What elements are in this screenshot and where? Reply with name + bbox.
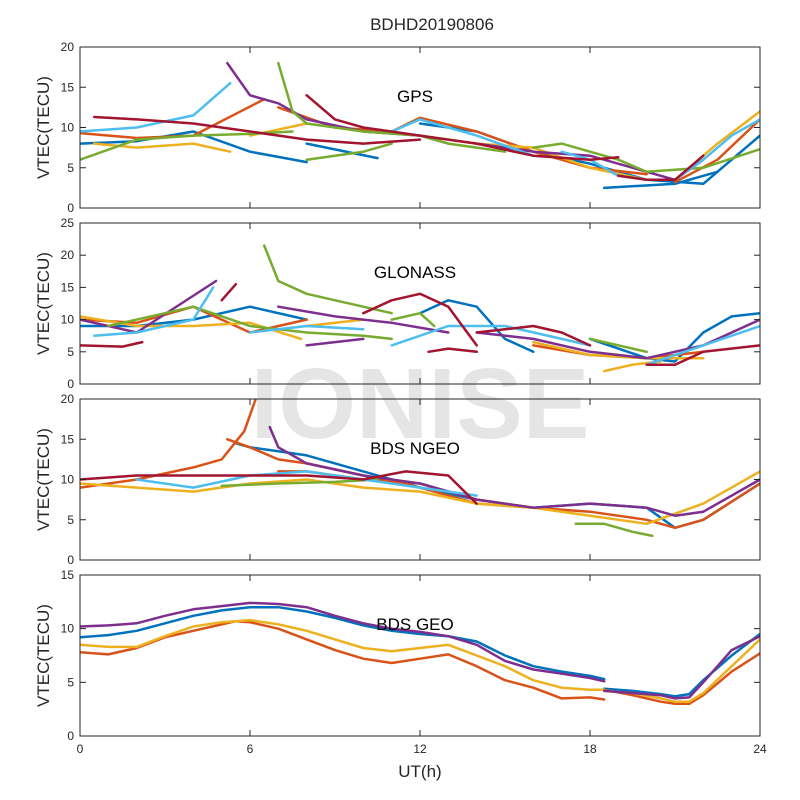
series-line-6 <box>220 478 379 488</box>
series-line-6 <box>80 601 606 683</box>
series-line-3 <box>602 652 760 706</box>
y-axis-label: VTEC(TECU) <box>34 76 53 179</box>
y-tick-label: 0 <box>67 553 74 567</box>
panel-label: BDS NGEO <box>370 439 460 458</box>
y-tick-label: 25 <box>61 216 75 230</box>
x-tick-label: 0 <box>77 742 84 756</box>
y-axis-label: VTEC(TECU) <box>34 428 53 531</box>
series-line-6 <box>673 118 760 184</box>
y-axis-label: VTEC(TECU) <box>34 604 53 707</box>
series-line-24 <box>427 347 478 354</box>
panel-gps: 0 5 10 15 20 VTEC(TECU) GPS <box>34 40 761 215</box>
series-line-9 <box>80 470 478 505</box>
series-line-26 <box>645 344 760 366</box>
series-line-15 <box>390 311 436 328</box>
series-line-1 <box>602 632 760 698</box>
x-tick-label: 18 <box>583 742 597 756</box>
y-tick-label: 20 <box>61 392 75 406</box>
series-line-7 <box>602 634 760 700</box>
series-line-0 <box>80 605 606 681</box>
series-line-1 <box>80 399 257 489</box>
y-tick-label: 5 <box>67 345 74 359</box>
panel-label: BDS GEO <box>376 615 453 634</box>
y-tick-label: 10 <box>61 121 75 135</box>
x-axis-label: UT(h) <box>398 762 441 781</box>
series-line-2 <box>80 619 606 701</box>
y-tick-label: 5 <box>67 513 74 527</box>
series-line-19 <box>390 324 592 347</box>
series-line-21 <box>305 94 620 161</box>
x-tick-label: 24 <box>753 742 767 756</box>
chart-title: BDHD20190806 <box>370 15 494 34</box>
series-line-20 <box>92 115 422 145</box>
plot-area <box>80 575 760 736</box>
series-line-10 <box>277 305 450 334</box>
y-tick-label: 0 <box>67 201 74 215</box>
series-line-6 <box>305 318 365 328</box>
x-tick-label: 6 <box>247 742 254 756</box>
watermark: IONISE <box>251 348 590 460</box>
y-tick-label: 0 <box>67 729 74 743</box>
series-line-2 <box>588 311 760 363</box>
series-line-15 <box>305 142 393 161</box>
series-line-5 <box>268 425 760 517</box>
series-line-0 <box>80 130 308 164</box>
plot-area <box>80 47 760 208</box>
x-tick-label: 12 <box>413 742 427 756</box>
y-tick-label: 15 <box>61 280 75 294</box>
series-line-12 <box>305 337 365 347</box>
plot-area <box>80 399 760 560</box>
panel-label: GLONASS <box>374 263 456 282</box>
series-line-18 <box>248 324 365 334</box>
series-line-18 <box>390 118 535 157</box>
y-tick-label: 20 <box>61 248 75 262</box>
y-tick-label: 5 <box>67 675 74 689</box>
panel-bds-ngeo: 0 5 10 15 20 VTEC(TECU) BDS NGEO <box>34 392 761 567</box>
series-line-7 <box>574 522 654 538</box>
panel-glonass: 0 5 10 15 20 25 VTEC(TECU) GLONASS <box>34 216 761 391</box>
series-line-14 <box>277 61 507 153</box>
panel-bds-geo: 0 5 10 15 0 6 12 18 24 VTEC(TECU) BDS GEO UT(h) <box>34 568 767 781</box>
series-line-21 <box>80 340 144 348</box>
series-line-17 <box>92 286 215 337</box>
series-line-16 <box>532 142 760 174</box>
y-tick-label: 15 <box>61 432 75 446</box>
series-line-4 <box>80 470 760 526</box>
series-line-22 <box>617 154 705 182</box>
y-axis-label: VTEC(TECU) <box>34 252 53 355</box>
series-line-13 <box>107 305 393 341</box>
series-line-25 <box>475 324 592 347</box>
y-tick-label: 20 <box>61 40 75 54</box>
series-line-1 <box>418 299 535 354</box>
y-tick-label: 0 <box>67 377 74 391</box>
y-tick-label: 5 <box>67 161 74 175</box>
series-line-14 <box>262 244 393 315</box>
series-line-1 <box>305 142 379 160</box>
series-line-3 <box>602 170 719 190</box>
y-tick-label: 15 <box>61 80 75 94</box>
series-line-7 <box>532 340 705 360</box>
series-line-8 <box>135 470 478 497</box>
series-line-22 <box>220 282 238 302</box>
panel-label: GPS <box>397 87 433 106</box>
series-line-20 <box>645 324 760 366</box>
series-line-23 <box>362 292 478 347</box>
y-tick-label: 10 <box>61 313 75 327</box>
y-tick-label: 10 <box>61 473 75 487</box>
series-line-4 <box>80 618 606 692</box>
y-tick-label: 10 <box>61 622 75 636</box>
y-tick-label: 15 <box>61 568 75 582</box>
series-line-16 <box>588 337 648 354</box>
series-line-7 <box>92 142 232 153</box>
